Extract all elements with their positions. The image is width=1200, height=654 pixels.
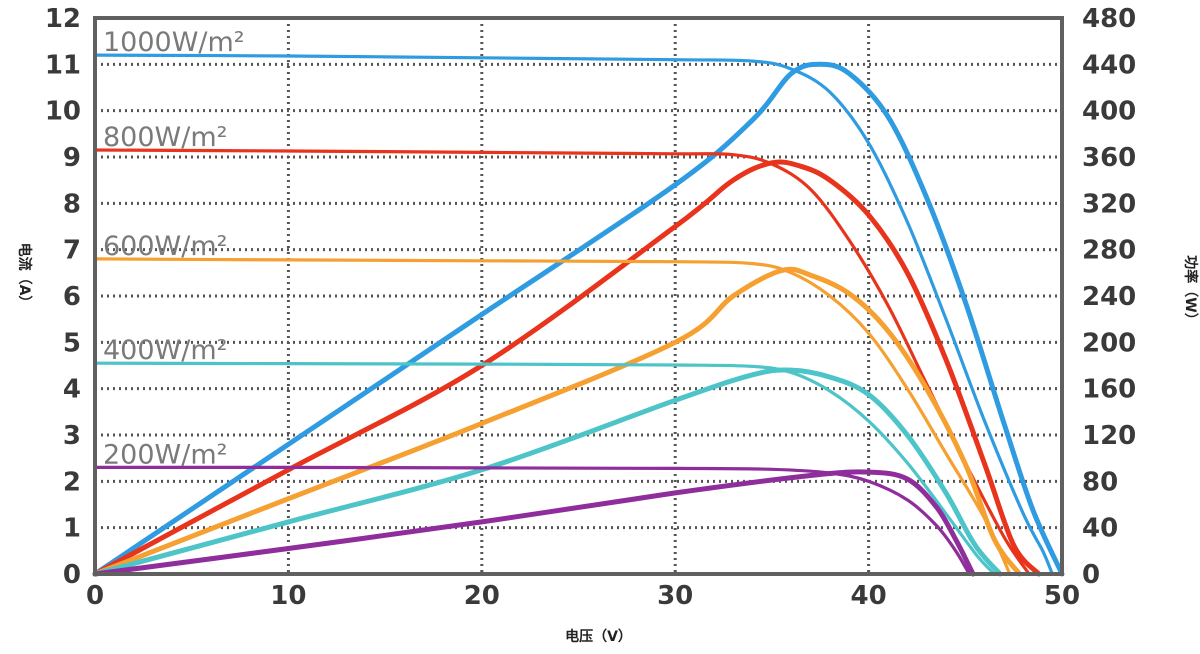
plot-frame: [93, 16, 1064, 576]
y-left-tick-label: 10: [45, 97, 81, 127]
y-right-axis-label: 功率（W）: [1182, 255, 1199, 326]
x-tick-label: 50: [1044, 581, 1080, 611]
y-left-tick-label: 5: [63, 328, 81, 358]
y-right-tick-label: 40: [1082, 514, 1118, 544]
y-right-tick-label: 320: [1082, 189, 1136, 219]
y-left-tick-label: 1: [63, 514, 81, 544]
series-label-3: 400W/m²: [103, 335, 227, 366]
y-right-tick-label: 200: [1082, 328, 1136, 358]
y-left-tick-label: 2: [63, 467, 81, 497]
series-label-2: 600W/m²: [103, 231, 227, 262]
y-right-tick-label: 440: [1082, 50, 1136, 80]
x-axis-label: 电压（V）: [565, 628, 632, 645]
grid: [95, 18, 1062, 574]
axis-labels: 电压（V） 电流（A） 功率（W）: [16, 243, 1199, 645]
y-right-tick-label: 480: [1082, 4, 1136, 34]
series-label-1: 800W/m²: [103, 122, 227, 153]
y-right-tick-label: 0: [1082, 560, 1100, 590]
y-left-tick-label: 7: [63, 236, 81, 266]
series-label-0: 1000W/m²: [103, 27, 245, 58]
y-left-tick-label: 4: [63, 375, 81, 405]
y-left-tick-label: 12: [45, 4, 81, 34]
pv-curve-1: [92, 159, 1042, 577]
y-right-tick-label: 80: [1082, 467, 1118, 497]
x-tick-label: 30: [657, 581, 693, 611]
y-left-axis-label: 电流（A）: [16, 243, 33, 310]
y-left-tick-label: 0: [63, 560, 81, 590]
y-left-tick-label: 6: [63, 282, 81, 312]
iv-curve-4: [93, 465, 971, 576]
y-left-tick-label: 11: [45, 50, 81, 80]
pv-curve-0: [92, 61, 1065, 577]
tick-labels: 0 10 20 30 40 5001234567891011120408012016020…: [45, 4, 1136, 611]
series-label-4: 200W/m²: [103, 439, 227, 470]
x-tick-label: 20: [464, 581, 500, 611]
y-left-tick-label: 8: [63, 189, 81, 219]
pv-curve-4: [92, 469, 976, 577]
y-right-tick-label: 400: [1082, 97, 1136, 127]
y-left-tick-label: 9: [63, 143, 81, 173]
y-left-tick-label: 3: [63, 421, 81, 451]
x-tick-label: 0: [86, 581, 104, 611]
x-tick-label: 40: [851, 581, 887, 611]
iv-curve-0: [93, 53, 1054, 576]
y-right-tick-label: 240: [1082, 282, 1136, 312]
pv-curve-3: [92, 367, 1003, 577]
y-right-tick-label: 360: [1082, 143, 1136, 173]
y-right-tick-label: 120: [1082, 421, 1136, 451]
series-layer: [92, 53, 1065, 577]
series-labels: 1000W/m² 800W/m² 600W/m² 400W/m² 200W/m²: [103, 27, 245, 470]
y-right-tick-label: 160: [1082, 375, 1136, 405]
y-right-tick-label: 280: [1082, 236, 1136, 266]
x-tick-label: 10: [270, 581, 306, 611]
